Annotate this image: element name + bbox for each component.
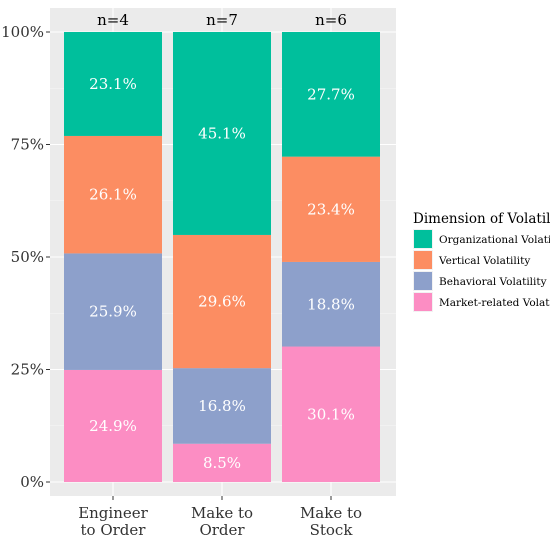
legend-swatch <box>414 293 432 311</box>
y-tick-label: 75% <box>11 136 44 154</box>
data-label: 18.8% <box>307 295 355 313</box>
x-tick-label: Engineer to Order <box>78 504 148 539</box>
bar-segment <box>173 368 271 444</box>
count-label: n=6 <box>315 11 347 29</box>
legend-swatch <box>414 230 432 248</box>
legend-label: Vertical Volatility <box>438 255 530 267</box>
data-label: 30.1% <box>307 405 355 423</box>
legend-swatch <box>414 251 432 269</box>
y-tick-label: 50% <box>11 248 44 266</box>
bar-segment <box>282 346 380 482</box>
legend-swatch <box>414 272 432 290</box>
bar-segment <box>173 32 271 235</box>
bars: 24.9% 25.9% 26.1% 23.1% n=4 8.5% 16.8% 29.6% 45.… <box>64 11 380 482</box>
bar-segment <box>282 156 380 262</box>
bar-segment <box>173 234 271 369</box>
bar-segment <box>282 261 380 347</box>
data-label: 29.6% <box>198 293 246 311</box>
data-label: 23.4% <box>307 200 355 218</box>
legend: Dimension of Volatility Organizational Vo… <box>413 211 550 312</box>
legend-label: Organizational Volatility <box>439 234 550 246</box>
data-label: 23.1% <box>89 75 137 93</box>
data-label: 27.7% <box>307 85 355 103</box>
x-tick-label: Make to Stock <box>300 504 362 539</box>
x-tick-label: Make to Order <box>191 504 253 539</box>
data-label: 26.1% <box>89 186 137 204</box>
y-tick-label: 0% <box>20 473 44 491</box>
y-tick-label: 100% <box>1 23 44 41</box>
count-label: n=4 <box>97 11 129 29</box>
bar-segment <box>64 32 162 136</box>
data-label: 45.1% <box>198 124 246 142</box>
legend-title: Dimension of Volatility <box>413 211 550 227</box>
legend-label: Behavioral Volatility <box>439 276 547 288</box>
bar-segment <box>64 253 162 370</box>
data-label: 8.5% <box>203 454 241 472</box>
data-label: 16.8% <box>198 397 246 415</box>
data-label: 25.9% <box>89 303 137 321</box>
bar-segment <box>282 32 380 157</box>
count-label: n=7 <box>206 11 238 29</box>
bar-segment <box>64 369 162 482</box>
axes: 0% 25% 50% 75% 100% Engineer to Order Make to Or… <box>1 23 362 539</box>
bar-segment <box>173 443 271 482</box>
data-label: 24.9% <box>89 417 137 435</box>
legend-label: Market-related Volatility <box>439 297 550 309</box>
y-tick-label: 25% <box>11 361 44 379</box>
bar-segment <box>64 135 162 254</box>
